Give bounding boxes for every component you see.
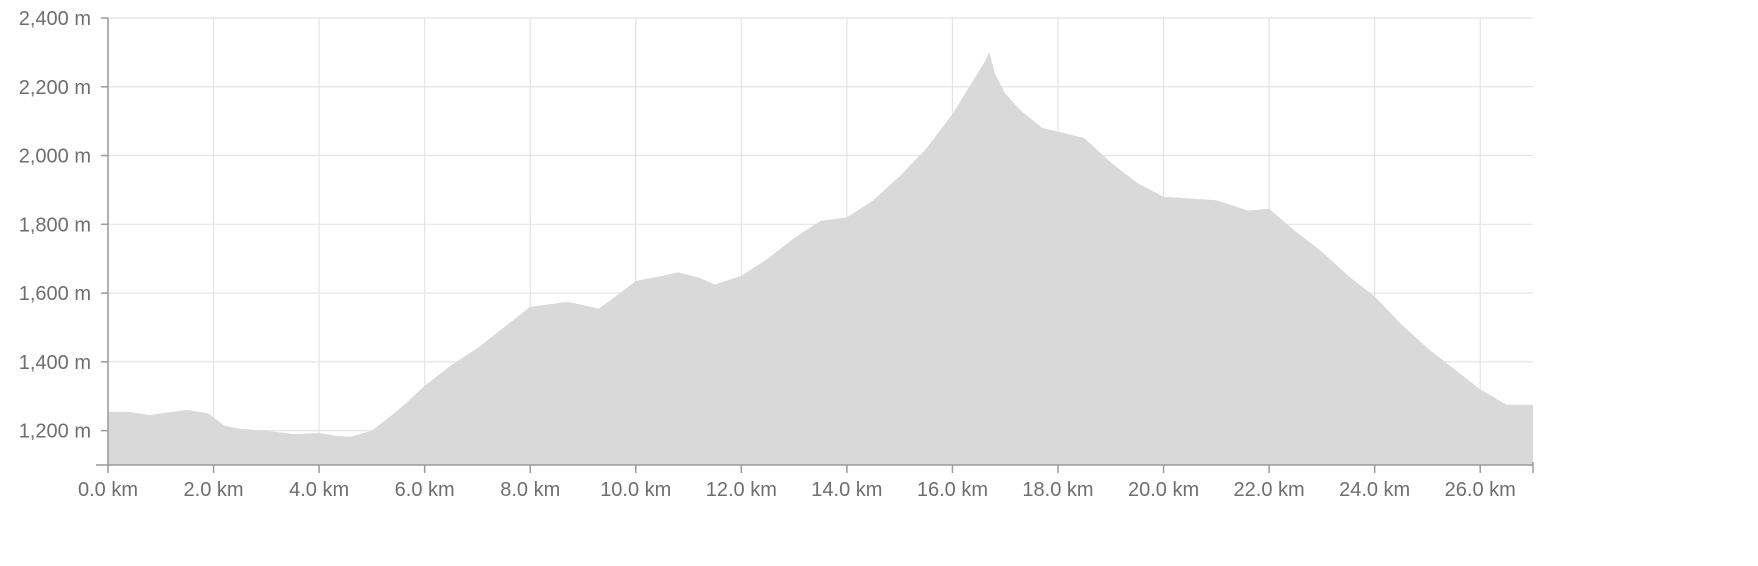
elevation-area-series [108,52,1533,466]
x-tick-label: 18.0 km [1022,479,1093,501]
y-tick-label: 1,800 m [19,214,91,236]
y-tick-label: 2,200 m [19,77,91,99]
x-tick-label: 22.0 km [1234,479,1305,501]
x-axis-tick-labels: 0.0 km 2.0 km 4.0 km 6.0 km 8.0 km 10.0 km 12.… [78,479,1516,501]
y-tick-label: 1,400 m [19,352,91,374]
elevation-area [108,52,1533,466]
x-tick-label: 14.0 km [811,479,882,501]
y-tick-label: 1,200 m [19,421,91,443]
y-tick-label: 2,400 m [19,8,91,30]
x-tick-label: 6.0 km [395,479,455,501]
y-tick-label: 1,600 m [19,283,91,305]
x-tick-label: 12.0 km [706,479,777,501]
x-tick-label: 4.0 km [289,479,349,501]
x-tick-label: 26.0 km [1445,479,1516,501]
y-axis-tick-labels: 1,200 m 1,400 m 1,600 m 1,800 m 2,000 m 2,200… [19,8,91,443]
x-tick-label: 10.0 km [600,479,671,501]
y-tick-label: 2,000 m [19,146,91,168]
x-tick-label: 0.0 km [78,479,138,501]
x-tick-label: 8.0 km [500,479,560,501]
x-tick-label: 2.0 km [184,479,244,501]
x-tick-label: 16.0 km [917,479,988,501]
x-tick-label: 24.0 km [1339,479,1410,501]
axes [96,17,1534,473]
x-tick-label: 20.0 km [1128,479,1199,501]
